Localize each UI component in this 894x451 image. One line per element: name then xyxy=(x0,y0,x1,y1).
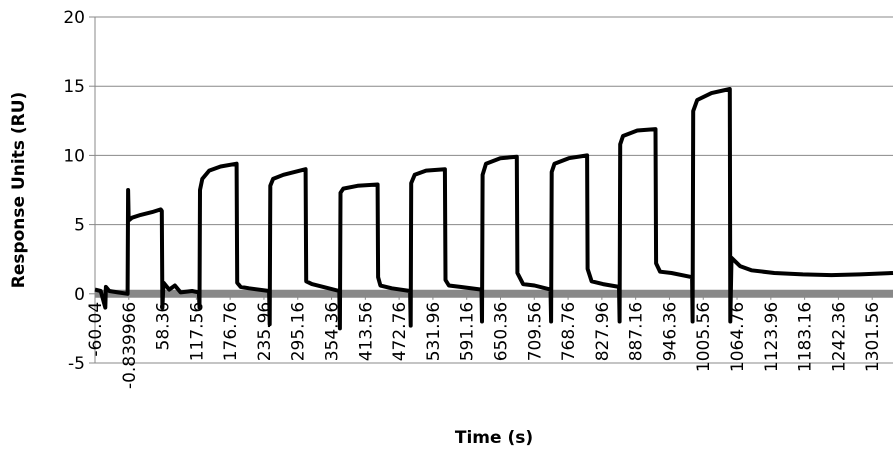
x-tick-label: 1242.36 xyxy=(829,302,849,372)
x-tick-label: 887.16 xyxy=(627,302,647,361)
x-tick-label: 176.76 xyxy=(221,302,241,361)
x-tick-label: 472.76 xyxy=(390,302,410,361)
y-axis-title: Response Units (RU) xyxy=(9,92,29,289)
x-tick-label: 58.36 xyxy=(154,302,174,351)
x-tick-label: 827.96 xyxy=(593,302,613,361)
x-axis-title: Time (s) xyxy=(455,428,533,448)
x-tick-label: 235.96 xyxy=(255,302,275,361)
x-tick-label: 650.36 xyxy=(491,302,511,361)
x-tick-label: 531.96 xyxy=(424,302,444,361)
x-tick-label: 1183.16 xyxy=(796,302,816,372)
y-tick-label: -5 xyxy=(68,354,85,374)
x-tick-label: 768.76 xyxy=(559,302,579,361)
x-tick-label: 1123.96 xyxy=(762,302,782,372)
y-tick-label: 5 xyxy=(74,216,85,236)
data-line xyxy=(94,87,894,331)
x-tick-label: 1064.76 xyxy=(728,302,748,372)
y-tick-label: 20 xyxy=(63,8,85,28)
x-tick-label: 1005.56 xyxy=(694,302,714,372)
x-tick-label: 117.56 xyxy=(187,302,207,361)
y-tick-label: 15 xyxy=(63,77,85,97)
y-tick-label: 0 xyxy=(74,285,85,305)
x-tick-label: 413.56 xyxy=(356,302,376,361)
x-tick-label: 354.36 xyxy=(323,302,343,361)
y-tick-label: 10 xyxy=(63,146,85,166)
x-tick-label: 946.36 xyxy=(660,302,680,361)
x-tick-label: -60.04 xyxy=(86,302,106,357)
x-tick-label: 591.16 xyxy=(458,302,478,361)
x-tick-label: -0.839966 xyxy=(120,302,140,389)
x-tick-label: 295.16 xyxy=(289,302,309,361)
x-tick-label: 709.56 xyxy=(525,302,545,361)
x-tick-label: 1301.56 xyxy=(863,302,883,372)
